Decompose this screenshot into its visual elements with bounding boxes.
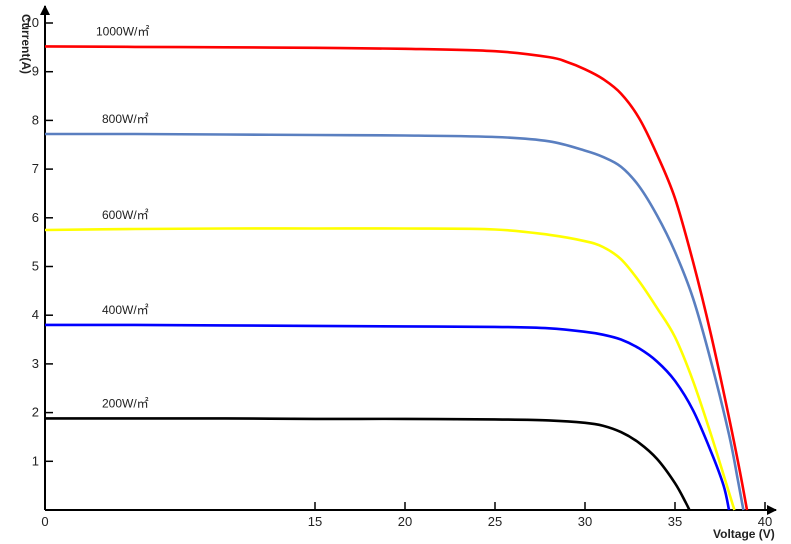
series-label: 400W/㎡ [102, 303, 149, 317]
y-tick-label: 4 [32, 307, 39, 322]
y-axis-ticks: 1 2 3 4 5 6 7 8 9 10 [25, 15, 53, 468]
series-label: 600W/㎡ [102, 208, 149, 222]
x-axis-label: Voltage (V) [713, 527, 775, 541]
x-tick-label: 35 [668, 514, 682, 529]
y-tick-label: 7 [32, 161, 39, 176]
y-tick-label: 8 [32, 112, 39, 127]
y-tick-label: 1 [32, 453, 39, 468]
series-line [45, 132, 745, 511]
series-line [44, 45, 749, 511]
y-tick-label: 6 [32, 210, 39, 225]
series-line [44, 227, 736, 511]
x-tick-label: 25 [488, 514, 502, 529]
series-line [45, 417, 691, 511]
series-label: 200W/㎡ [102, 396, 149, 410]
y-tick-label: 3 [32, 356, 39, 371]
series-lines [44, 45, 749, 511]
x-tick-label: 15 [308, 514, 322, 529]
series-label: 800W/㎡ [102, 112, 149, 126]
x-axis-ticks: 015202530354045 [41, 502, 772, 529]
y-tick-label: 5 [32, 259, 39, 274]
y-tick-label: 10 [25, 15, 39, 30]
x-tick-label: 40 [758, 514, 772, 529]
x-tick-label: 20 [398, 514, 412, 529]
y-tick-label: 2 [32, 405, 39, 420]
x-tick-label: 0 [41, 514, 48, 529]
series-label: 1000W/㎡ [96, 24, 149, 38]
y-axis-label: Current(A) [19, 14, 33, 74]
series-labels: 1000W/㎡ 800W/㎡ 600W/㎡ 400W/㎡ 200W/㎡ [96, 24, 149, 410]
y-tick-label: 9 [32, 64, 39, 79]
series-line [45, 323, 731, 511]
x-tick-label: 30 [578, 514, 592, 529]
